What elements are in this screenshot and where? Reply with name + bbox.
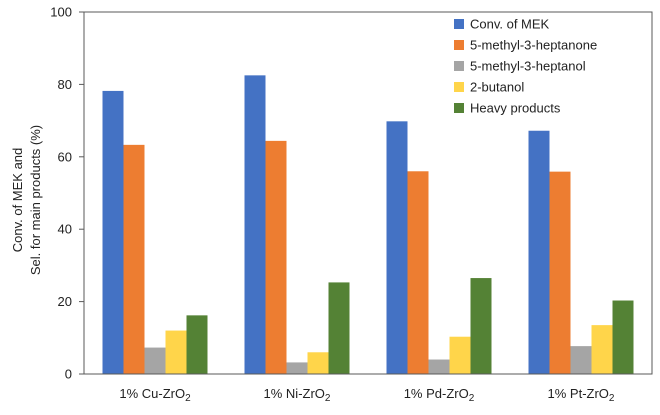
y-tick-label: 0 — [65, 367, 72, 382]
y-tick-label: 20 — [58, 294, 72, 309]
bar-2-butanol-4: 2-butanol: 13.5 — [591, 325, 613, 374]
bar-2-butanol-3: 2-butanol: 10.3 — [449, 336, 471, 374]
x-category-label: 1% Pd-ZrO2 — [404, 386, 475, 404]
bar-conv-of-mek-1: Conv. of MEK: 78.2 — [102, 90, 124, 374]
x-category-label: 1% Pt-ZrO2 — [548, 386, 615, 404]
bar-heavy-products-4: Heavy products: 20.3 — [612, 300, 634, 374]
bar-5-methyl-3-heptanol-2: 5-methyl-3-heptanol: 3.2 — [286, 362, 308, 374]
bar-5-methyl-3-heptanone-2: 5-methyl-3-heptanone: 64.4 — [265, 140, 287, 374]
bars: Conv. of MEK: 78.25-methyl-3-heptanone: … — [102, 75, 634, 374]
y-axis-title: Conv. of MEK and Sel. for main products (… — [10, 125, 43, 275]
y-axis-title-text: Conv. of MEK and Sel. for main products (… — [10, 125, 43, 275]
bar-5-methyl-3-heptanone-1: 5-methyl-3-heptanone: 63.3 — [123, 144, 145, 374]
bar-2-butanol-2: 2-butanol: 6 — [307, 352, 329, 374]
y-tick-label: 100 — [50, 5, 72, 20]
y-axis: 0 20 40 60 80 100 — [50, 5, 84, 382]
bar-heavy-products-3: Heavy products: 26.5 — [470, 278, 492, 374]
y-axis-title-line: Sel. for main products (%) — [28, 125, 43, 275]
x-axis: 1% Cu-ZrO2 1% Ni-ZrO2 1% Pd-ZrO2 1% Pt-ZrO2 — [119, 386, 615, 404]
bar-5-methyl-3-heptanone-4: 5-methyl-3-heptanone: 55.9 — [549, 171, 571, 374]
x-category-label: 1% Ni-ZrO2 — [264, 386, 331, 404]
legend-label: Conv. of MEK — [470, 17, 550, 32]
legend: Conv. of MEK 5-methyl-3-heptanone 5-methyl… — [454, 17, 597, 116]
bar-conv-of-mek-4: Conv. of MEK: 67.2 — [528, 130, 550, 374]
y-axis-title-line: Conv. of MEK and — [10, 148, 25, 253]
bar-5-methyl-3-heptanol-4: 5-methyl-3-heptanol: 7.7 — [570, 346, 592, 374]
bar-5-methyl-3-heptanol-3: 5-methyl-3-heptanol: 4 — [428, 359, 450, 374]
y-tick-label: 40 — [58, 222, 72, 237]
bar-heavy-products-1: Heavy products: 16.2 — [186, 315, 208, 374]
legend-label: 5-methyl-3-heptanone — [470, 38, 597, 53]
legend-swatch — [454, 61, 464, 71]
legend-swatch — [454, 40, 464, 50]
bar-2-butanol-1: 2-butanol: 12 — [165, 330, 187, 374]
y-tick-label: 60 — [58, 149, 72, 164]
legend-swatch — [454, 19, 464, 29]
bar-heavy-products-2: Heavy products: 25.3 — [328, 282, 350, 374]
x-category-label: 1% Cu-ZrO2 — [119, 386, 191, 404]
legend-label: Heavy products — [470, 101, 561, 116]
legend-swatch — [454, 82, 464, 92]
plot-frame — [83, 11, 653, 375]
bar-conv-of-mek-3: Conv. of MEK: 69.8 — [386, 121, 408, 374]
bar-5-methyl-3-heptanone-3: 5-methyl-3-heptanone: 56 — [407, 171, 429, 374]
legend-swatch — [454, 103, 464, 113]
y-tick-label: 80 — [58, 77, 72, 92]
legend-label: 2-butanol — [470, 80, 524, 95]
bar-conv-of-mek-2: Conv. of MEK: 82.5 — [244, 75, 266, 374]
legend-label: 5-methyl-3-heptanol — [470, 59, 586, 74]
bar-5-methyl-3-heptanol-1: 5-methyl-3-heptanol: 7.3 — [144, 347, 166, 374]
